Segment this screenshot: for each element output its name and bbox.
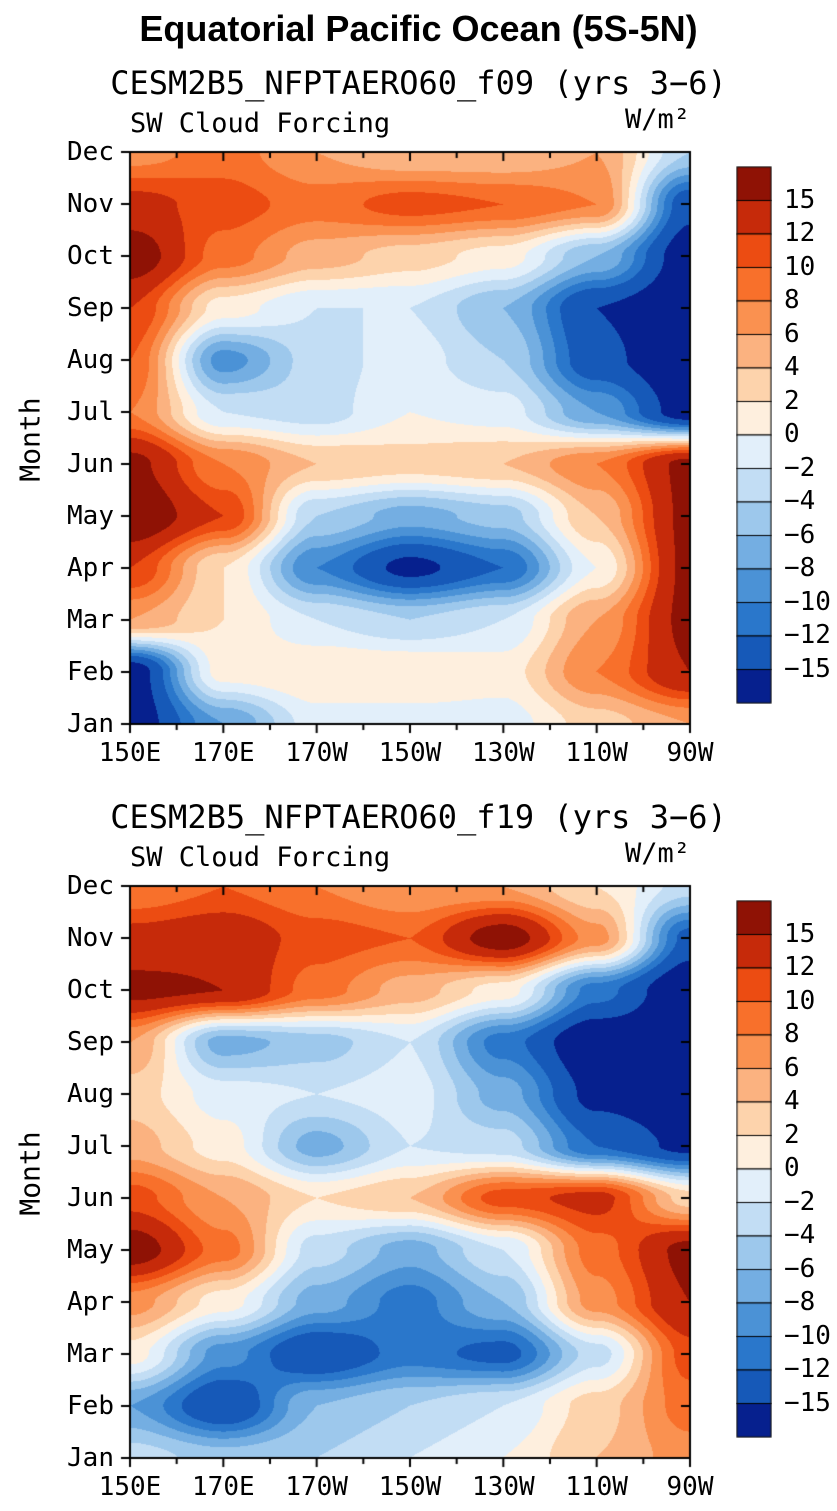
x-tick-label: 110W (565, 1472, 628, 1502)
figure-title: Equatorial Pacific Ocean (5S-5N) (139, 8, 698, 49)
y-tick-label: Aug (67, 345, 114, 375)
y-tick-label: Jul (67, 1131, 114, 1161)
panel-f09-units: W/m² (624, 104, 690, 135)
x-tick-label: 150W (378, 738, 442, 768)
colorbar-label: −4 (784, 1220, 816, 1250)
panel-f19-ylabel: Month (13, 1131, 47, 1216)
panel-f19-units: W/m² (624, 838, 690, 869)
heatmap-canvas-f19 (118, 874, 702, 1470)
x-tick-label: 110W (565, 738, 628, 768)
colorbar-label: 15 (784, 918, 816, 949)
x-tick-label: 170E (192, 738, 255, 768)
x-tick-label: 170E (192, 1472, 255, 1502)
y-tick-label: Jul (67, 397, 114, 427)
colorbar-label: −12 (784, 620, 831, 650)
colorbar-label: −8 (784, 1287, 816, 1317)
colorbar-label: 8 (784, 1019, 800, 1049)
x-tick-label: 170W (285, 738, 348, 768)
colorbar-label: −10 (784, 1320, 831, 1351)
x-tick-label: 150E (98, 738, 162, 768)
y-tick-label: May (67, 501, 114, 531)
x-tick-label: 90W (666, 1472, 714, 1502)
y-tick-label: Jun (67, 1183, 114, 1213)
y-tick-label: Jan (67, 1443, 114, 1473)
y-tick-label: Mar (67, 1339, 114, 1369)
y-tick-label: Oct (67, 975, 114, 1005)
colorbar-label: 0 (784, 1153, 800, 1183)
y-tick-label: Jan (67, 709, 114, 739)
y-tick-label: Feb (67, 1391, 114, 1421)
y-tick-label: Mar (67, 605, 114, 635)
y-tick-label: Apr (67, 1287, 114, 1317)
x-tick-label: 150E (98, 1472, 162, 1502)
panel-f09-ylabel: Month (13, 397, 47, 482)
colorbar-f09 (736, 166, 772, 704)
x-tick-label: 130W (472, 738, 535, 768)
y-tick-label: Sep (67, 1027, 114, 1057)
colorbar-f19 (736, 900, 772, 1438)
x-tick-label: 150W (378, 1472, 442, 1502)
colorbar-label: 10 (784, 985, 816, 1016)
colorbar-label: −6 (784, 1253, 816, 1284)
x-tick-label: 90W (666, 738, 714, 768)
y-tick-label: Dec (67, 871, 114, 901)
y-tick-label: Jun (67, 449, 114, 479)
colorbar-label: 4 (784, 352, 800, 382)
y-tick-label: Aug (67, 1079, 114, 1109)
y-tick-label: Dec (67, 137, 114, 167)
y-tick-label: May (67, 1235, 114, 1265)
colorbar-label: 2 (784, 385, 800, 416)
x-tick-label: 130W (472, 1472, 535, 1502)
y-tick-label: Nov (67, 923, 114, 953)
y-tick-label: Nov (67, 189, 114, 219)
colorbar-label: 0 (784, 419, 800, 449)
colorbar-label: 6 (784, 1052, 800, 1083)
colorbar-label: −12 (784, 1354, 831, 1384)
colorbar-label: −10 (784, 586, 831, 617)
colorbar-label: 10 (784, 251, 816, 282)
panel-f09-title: CESM2B5_NFPTAERO60_f09 (yrs 3−6) (110, 64, 727, 102)
colorbar-label: −4 (784, 486, 816, 516)
colorbar-label: 4 (784, 1086, 800, 1116)
colorbar-label: −15 (784, 653, 831, 684)
colorbar-label: 8 (784, 285, 800, 315)
colorbar-label: 15 (784, 184, 816, 215)
colorbar-label: 12 (784, 218, 816, 248)
panel-f19-subtitle: SW Cloud Forcing (130, 842, 391, 873)
y-tick-label: Sep (67, 293, 114, 323)
colorbar-label: 6 (784, 318, 800, 349)
colorbar-label: −6 (784, 519, 816, 550)
y-tick-label: Apr (67, 553, 114, 583)
colorbar-label: −15 (784, 1387, 831, 1418)
colorbar-label: 2 (784, 1119, 800, 1150)
panel-f19-title: CESM2B5_NFPTAERO60_f19 (yrs 3−6) (110, 798, 727, 836)
colorbar-label: −8 (784, 553, 816, 583)
y-tick-label: Feb (67, 657, 114, 687)
y-tick-label: Oct (67, 241, 114, 271)
colorbar-label: 12 (784, 952, 816, 982)
panel-f09-subtitle: SW Cloud Forcing (130, 108, 391, 139)
heatmap-canvas-f09 (118, 140, 702, 736)
colorbar-label: −2 (784, 1186, 816, 1217)
x-tick-label: 170W (285, 1472, 348, 1502)
colorbar-label: −2 (784, 452, 816, 483)
